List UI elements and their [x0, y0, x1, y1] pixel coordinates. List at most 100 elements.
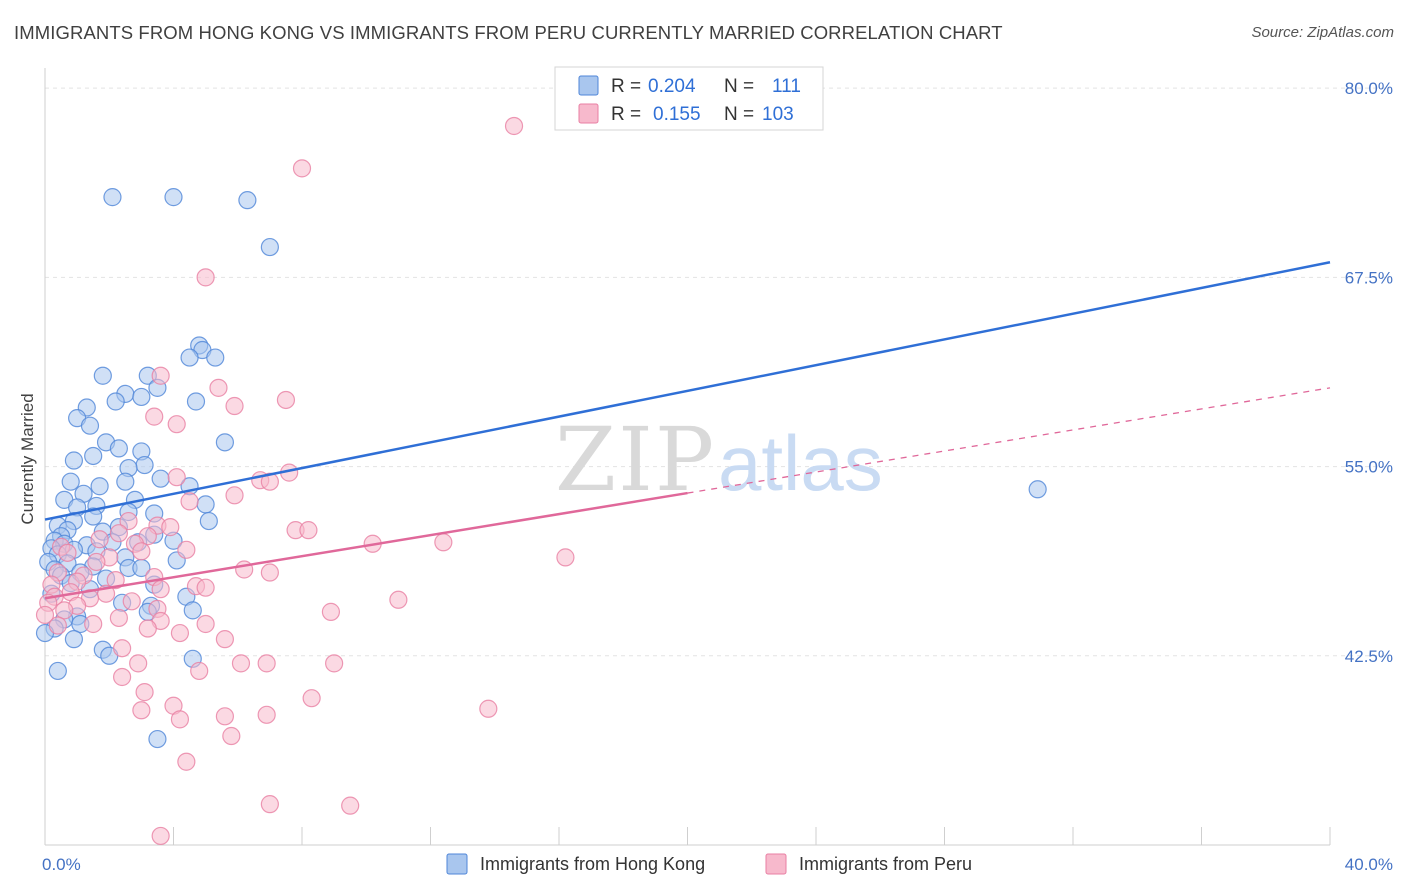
peru-point [222, 726, 241, 746]
hong-kong-point [215, 433, 234, 452]
hong-kong-point [206, 348, 225, 367]
peru-point [325, 654, 344, 673]
legend-n-value: 103 [762, 104, 794, 125]
series-legend-swatch [446, 853, 468, 875]
peru-point [260, 472, 279, 491]
trend-line-solid [44, 260, 1331, 521]
peru-points [35, 116, 575, 846]
peru-point [389, 590, 408, 609]
peru-point [151, 366, 170, 385]
legend-n-value: 111 [772, 76, 801, 97]
peru-point [299, 521, 318, 540]
axes: 42.5% 55.0% 67.5% 80.0% 0.0% 40.0% Currently M… [18, 68, 1393, 874]
peru-point [276, 390, 296, 410]
peru-point [215, 630, 234, 649]
peru-point [109, 524, 128, 543]
peru-point [177, 540, 196, 559]
x-tick-label: 40.0% [1345, 855, 1393, 874]
peru-point [196, 614, 215, 634]
y-tick-label: 42.5% [1345, 647, 1393, 666]
peru-point [48, 616, 67, 635]
hong-kong-point [84, 507, 103, 526]
peru-point [170, 623, 190, 643]
series-legend-label: Immigrants from Hong Kong [480, 854, 705, 874]
hong-kong-point [64, 451, 84, 470]
legend-swatch [578, 103, 599, 124]
peru-point [84, 614, 103, 634]
chart-title: IMMIGRANTS FROM HONG KONG VS IMMIGRANTS … [14, 22, 1003, 43]
hong-kong-point [48, 661, 67, 681]
peru-point [132, 542, 151, 561]
peru-point [35, 605, 55, 625]
hong-kong-point [186, 392, 206, 411]
series-legend: Immigrants from Hong Kong Immigrants from… [446, 853, 972, 875]
hong-kong-point [180, 348, 199, 367]
hong-kong-point [1028, 480, 1047, 499]
legend-r-value: 0.155 [653, 104, 701, 125]
series-legend-label: Immigrants from Peru [799, 854, 972, 874]
peru-point [260, 795, 279, 814]
peru-point [479, 699, 498, 718]
hong-kong-point [84, 446, 103, 466]
watermark: ZIP atlas [555, 408, 883, 511]
peru-point [106, 570, 125, 590]
hong-kong-point [61, 472, 80, 491]
peru-point [257, 705, 276, 724]
hong-kong-point [64, 630, 84, 649]
peru-point [225, 486, 244, 505]
peru-point [504, 116, 524, 136]
series-legend-swatch [765, 853, 787, 875]
trend-lines [44, 260, 1331, 600]
peru-point [145, 407, 164, 426]
hong-kong-point [106, 392, 125, 411]
hong-kong-point [135, 455, 154, 475]
legend-r-value: 0.204 [648, 76, 696, 97]
hong-kong-point [148, 729, 167, 749]
y-axis-label: Currently Married [18, 393, 37, 524]
peru-point [167, 468, 186, 487]
hong-kong-points [35, 188, 1047, 749]
stats-legend: R = 0.204 N = 111 R = 0.155 N = 103 [554, 66, 824, 131]
peru-point [556, 548, 575, 567]
y-tick-label: 55.0% [1345, 458, 1393, 477]
peru-point [180, 492, 199, 511]
peru-point [138, 619, 157, 638]
trend-line-dashed [687, 387, 1331, 494]
hong-kong-point [80, 416, 100, 435]
hong-kong-point [183, 601, 202, 620]
peru-point [58, 543, 77, 562]
hong-kong-point [164, 188, 183, 207]
peru-point [161, 518, 180, 537]
peru-point [215, 707, 234, 726]
peru-point [170, 710, 190, 729]
hong-kong-point [260, 237, 279, 257]
peru-point [112, 639, 132, 658]
legend-n-label: N = [724, 76, 754, 97]
peru-point [135, 683, 154, 702]
hong-kong-point [238, 191, 257, 210]
peru-point [119, 511, 138, 531]
y-tick-label: 67.5% [1345, 268, 1393, 287]
watermark-zip: ZIP [555, 408, 716, 511]
hong-kong-point [199, 511, 218, 531]
source-label: Source: ZipAtlas.com [1251, 24, 1394, 41]
legend-swatch [578, 75, 599, 96]
peru-point [87, 552, 106, 572]
peru-point [434, 533, 453, 552]
peru-point [321, 602, 341, 621]
peru-point [151, 580, 170, 599]
peru-point [129, 654, 148, 673]
peru-point [90, 530, 109, 549]
peru-point [167, 415, 186, 434]
hong-kong-point [93, 366, 112, 385]
peru-point [190, 661, 209, 681]
watermark-atlas: atlas [718, 419, 883, 507]
legend-n-label: N = [724, 104, 754, 125]
peru-point [55, 601, 74, 620]
hong-kong-point [132, 387, 151, 407]
hong-kong-point [196, 495, 215, 514]
peru-point [122, 592, 141, 611]
peru-point [132, 701, 151, 720]
peru-point [225, 396, 244, 416]
